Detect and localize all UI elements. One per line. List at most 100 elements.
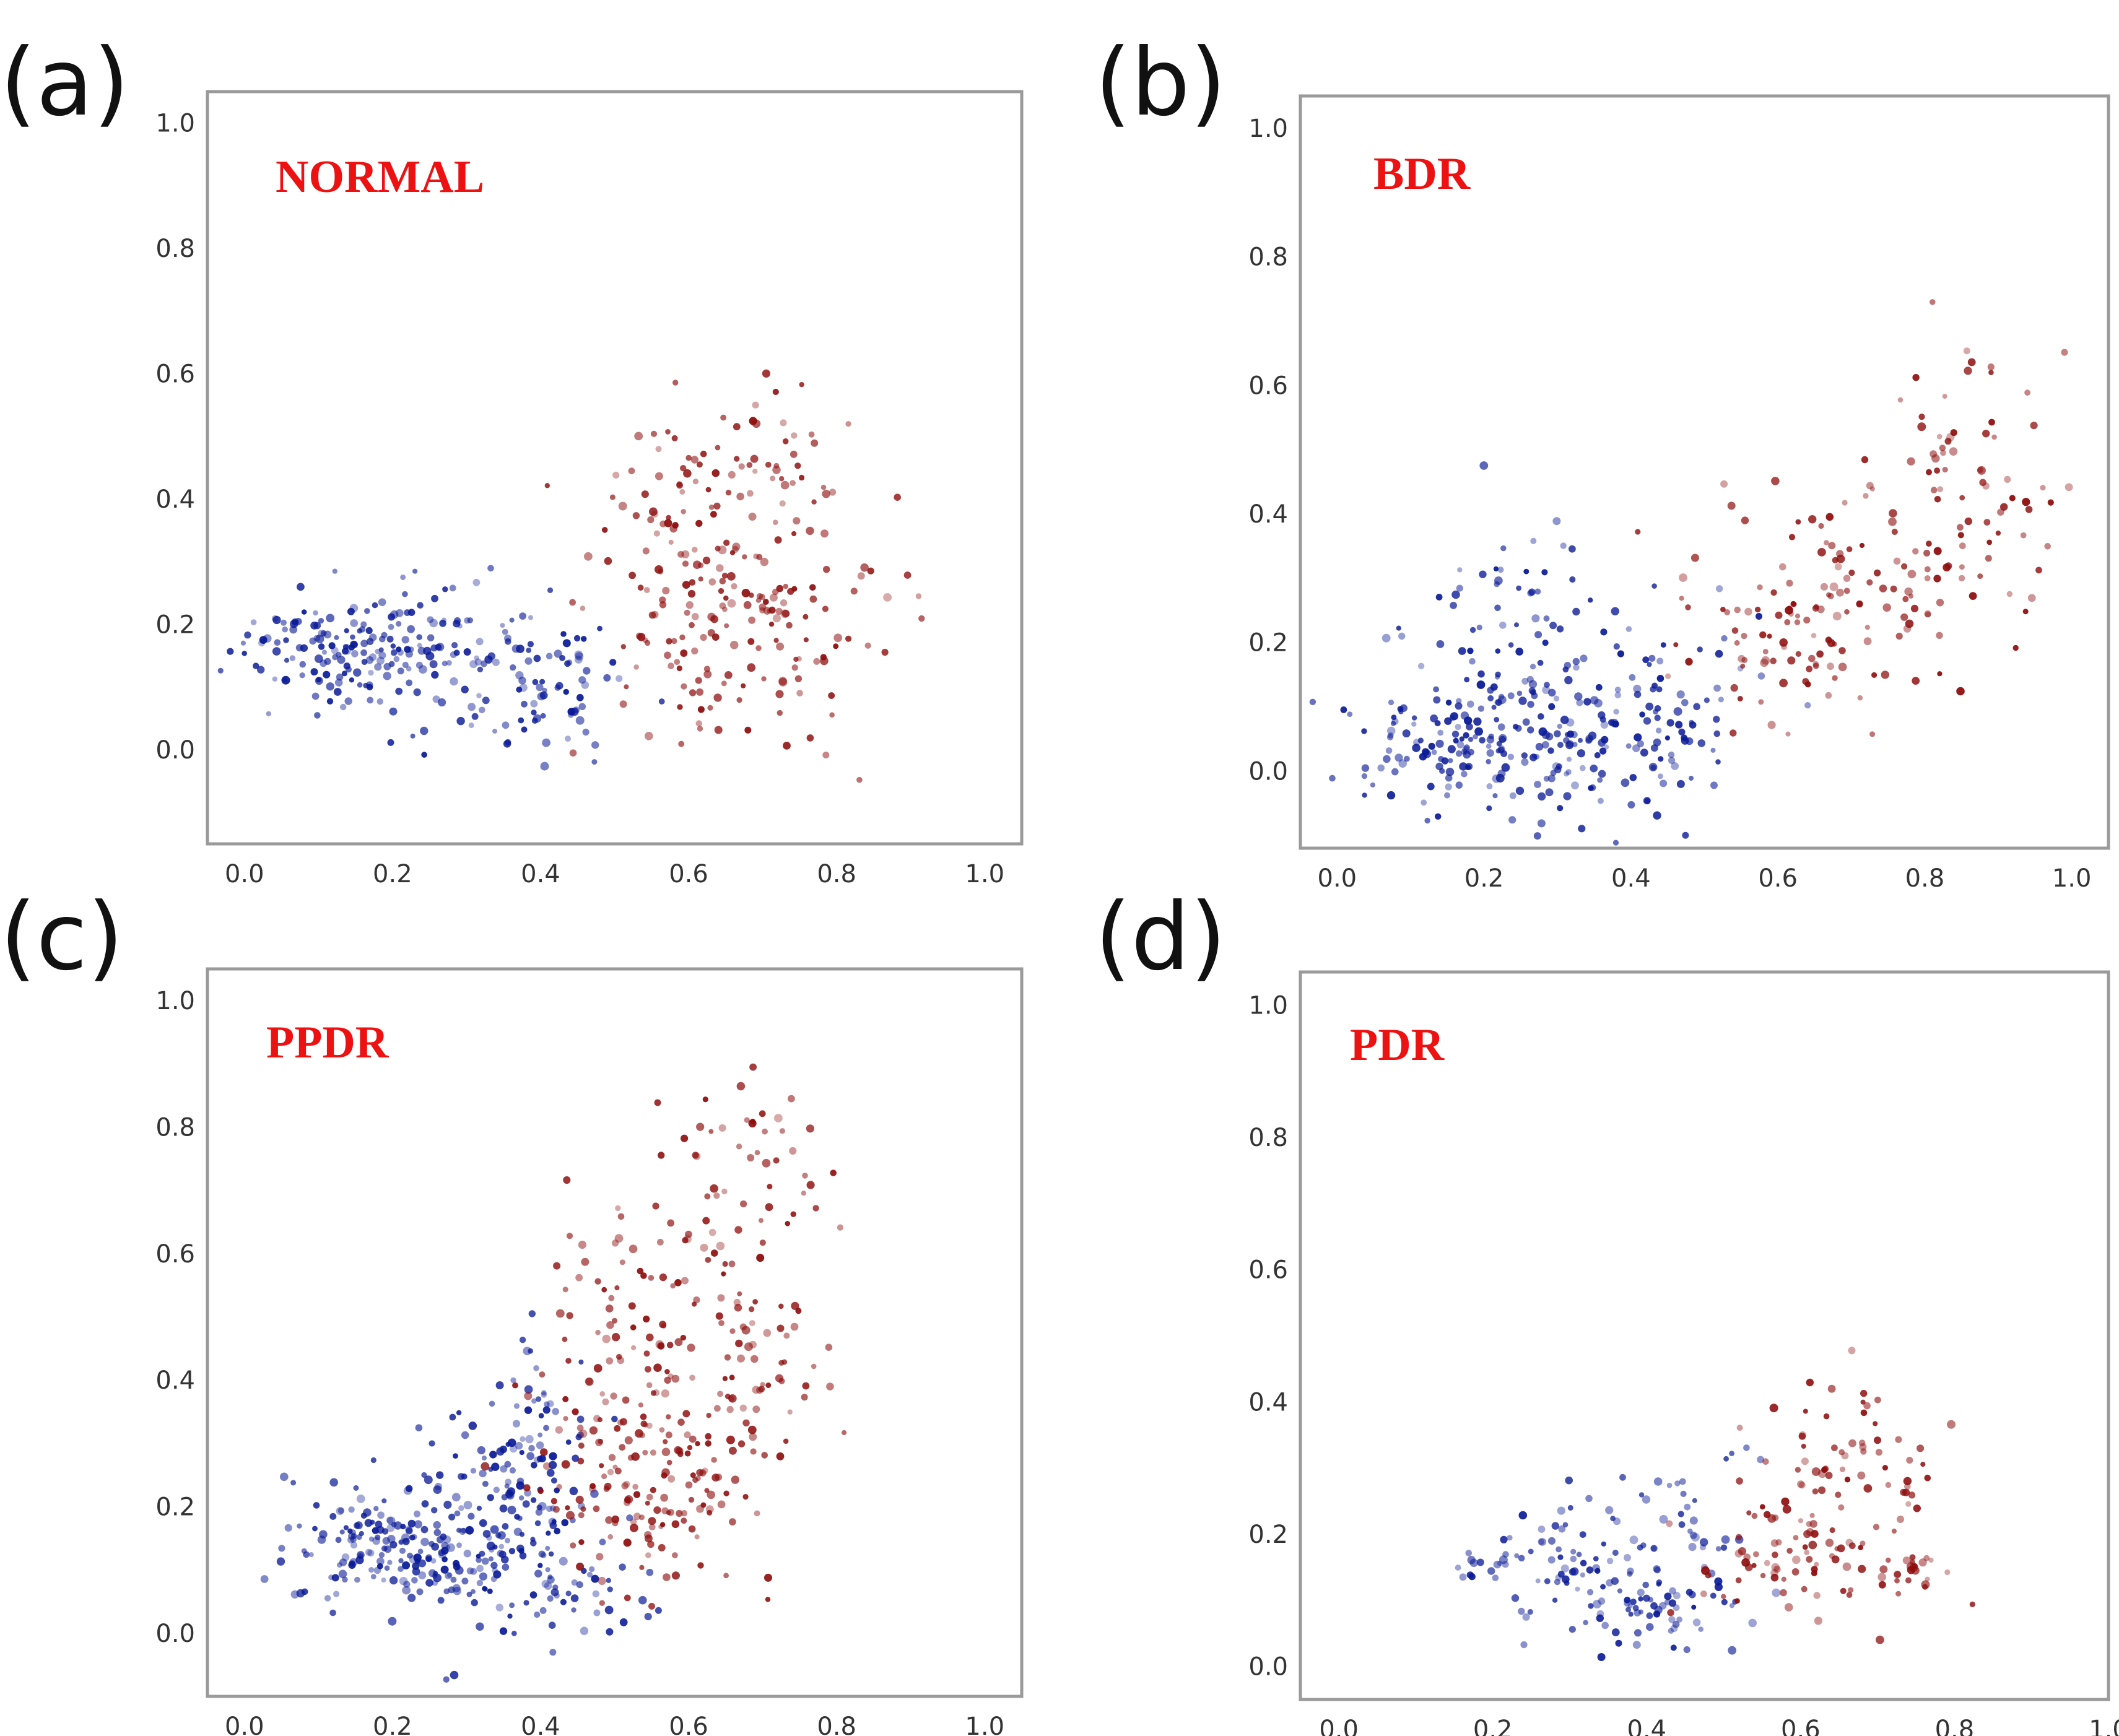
scatter-point-blue: [1455, 724, 1461, 731]
scatter-point-blue: [1463, 744, 1470, 751]
scatter-point-blue: [329, 1609, 336, 1617]
scatter-point-blue: [644, 1613, 652, 1621]
scatter-point-blue: [458, 1505, 464, 1511]
scatter-point-blue: [1486, 805, 1492, 812]
scatter-point-blue: [1465, 1550, 1473, 1556]
scatter-point-blue: [535, 1508, 543, 1516]
scatter-point-red: [1831, 641, 1837, 647]
scatter-point-red: [749, 1433, 757, 1441]
scatter-point-red: [1959, 542, 1966, 550]
scatter-point-blue: [578, 703, 586, 711]
scatter-point-red: [607, 1469, 614, 1475]
scatter-point-red: [775, 690, 784, 698]
scatter-point-red: [702, 1217, 710, 1225]
scatter-point-blue: [1457, 567, 1463, 573]
scatter-point-red: [630, 1524, 638, 1532]
scatter-point-blue: [493, 1570, 502, 1579]
scatter-point-blue: [533, 1365, 539, 1371]
scatter-point-blue: [312, 1526, 318, 1532]
scatter-point-red: [614, 1285, 620, 1291]
scatter-point-red: [867, 567, 874, 575]
scatter-point-red: [659, 596, 666, 604]
scatter-point-red: [791, 586, 798, 592]
scatter-point-red: [1950, 429, 1957, 436]
scatter-point-blue: [479, 1469, 487, 1478]
scatter-point-blue: [455, 1566, 464, 1575]
scatter-point-red: [783, 1438, 789, 1444]
scatter-point-red: [645, 1366, 651, 1373]
scatter-point-blue: [365, 627, 373, 635]
scatter-point-blue: [1654, 714, 1661, 721]
scatter-point-red: [705, 487, 711, 493]
scatter-point-red: [721, 680, 727, 687]
scatter-point-blue: [577, 1415, 585, 1423]
scatter-point-red: [681, 550, 690, 558]
scatter-point-blue: [311, 692, 320, 700]
scatter-point-red: [1967, 358, 1976, 367]
scatter-point-red: [524, 1392, 533, 1400]
scatter-point-red: [544, 483, 550, 488]
scatter-point-blue: [1486, 749, 1494, 757]
scatter-point-red: [775, 1374, 784, 1382]
scatter-point-blue: [1577, 749, 1585, 758]
scatter-point-blue: [507, 1487, 516, 1496]
scatter-point-red: [1825, 592, 1832, 597]
scatter-point-blue: [1527, 701, 1534, 708]
scatter-point-blue: [1682, 831, 1689, 839]
scatter-point-red: [1997, 508, 2004, 516]
scatter-point-blue: [1544, 682, 1550, 688]
scatter-point-blue: [468, 1421, 477, 1430]
scatter-point-blue: [353, 668, 362, 677]
scatter-point-blue: [1494, 604, 1501, 612]
scatter-point-red: [731, 1475, 740, 1484]
scatter-point-blue: [472, 578, 481, 586]
scatter-point-red: [747, 638, 755, 645]
scatter-point-red: [611, 1317, 618, 1324]
scatter-point-red: [1905, 619, 1914, 628]
scatter-point-red: [1843, 575, 1851, 582]
scatter-point-blue: [1585, 1495, 1593, 1503]
scatter-point-red: [822, 490, 830, 498]
scatter-point-red: [1827, 1384, 1836, 1393]
scatter-point-blue: [411, 1577, 418, 1584]
scatter-point-red: [764, 1573, 772, 1582]
scatter-point-blue: [336, 1507, 344, 1516]
panel-letter-c: (c): [0, 883, 124, 991]
scatter-point-red: [1730, 684, 1738, 692]
scatter-point-red: [1817, 548, 1826, 557]
scatter-point-blue: [1757, 672, 1765, 680]
scatter-point-blue: [349, 677, 355, 683]
scatter-point-red: [1811, 1530, 1819, 1538]
scatter-point-blue: [1491, 705, 1497, 710]
x-tick-label: 0.0: [1318, 864, 1357, 893]
scatter-point-red: [1814, 1617, 1822, 1625]
panel-a: (a) 0.0 0.2 0.4 0.6 0.8 1.00.00.20.40.60.81.0…: [0, 29, 1024, 888]
scatter-point-red: [1744, 1563, 1753, 1571]
scatter-point-blue: [1632, 744, 1640, 752]
scatter-point-red: [754, 1150, 760, 1155]
scatter-point-blue: [402, 1537, 410, 1545]
scatter-point-red: [688, 1525, 696, 1533]
scatter-point-blue: [1693, 703, 1700, 711]
scatter-point-red: [2022, 609, 2029, 615]
scatter-point-red: [1906, 1457, 1913, 1464]
scatter-point-blue: [463, 1501, 472, 1509]
scatter-point-red: [660, 1493, 668, 1502]
scatter-point-red: [666, 638, 672, 645]
scatter-point-red: [1827, 662, 1834, 671]
scatter-point-red: [747, 1154, 755, 1161]
scatter-point-blue: [1531, 753, 1537, 759]
scatter-point-red: [1781, 1497, 1790, 1506]
scatter-point-blue: [1476, 1558, 1484, 1566]
scatter-point-red: [674, 1446, 682, 1454]
scatter-point-blue: [1500, 1535, 1508, 1543]
x-tick-label: 0.4: [521, 860, 560, 888]
scatter-point-red: [650, 1486, 656, 1493]
scatter-point-blue: [495, 1532, 502, 1539]
scatter-point-blue: [1493, 1560, 1502, 1569]
scatter-point-red: [811, 1363, 817, 1369]
scatter-point-blue: [319, 1530, 328, 1539]
scatter-point-red: [1814, 1561, 1819, 1567]
scatter-point-blue: [416, 1588, 424, 1595]
scatter-point-red: [749, 1063, 757, 1071]
